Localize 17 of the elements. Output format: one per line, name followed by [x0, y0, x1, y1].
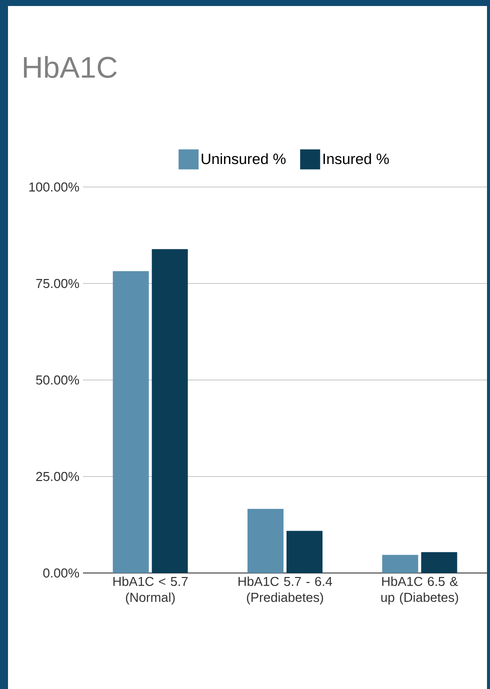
bar: [112, 271, 149, 573]
y-tick-label: 50.00%: [36, 375, 80, 385]
x-tick-label: HbA1C 6.5 & up (Diabetes): [381, 576, 458, 605]
bar: [286, 530, 322, 573]
x-tick-label: HbA1C 5.7 - 6.4 (Prediabetes): [238, 576, 332, 605]
legend-label: Uninsured %: [202, 153, 286, 164]
legend-label: Insured %: [324, 153, 389, 164]
bar: [152, 249, 188, 573]
bar: [382, 554, 418, 573]
bar: [421, 552, 458, 573]
y-tick-label: 75.00%: [36, 278, 80, 288]
bar: [247, 508, 284, 573]
y-tick-label: 100.00%: [29, 182, 80, 192]
y-tick-label: 0.00%: [43, 568, 80, 578]
y-tick-label: 25.00%: [36, 472, 80, 482]
x-tick-label: HbA1C < 5.7 (Normal): [113, 576, 188, 605]
chart-title: HbA1C: [24, 56, 117, 78]
